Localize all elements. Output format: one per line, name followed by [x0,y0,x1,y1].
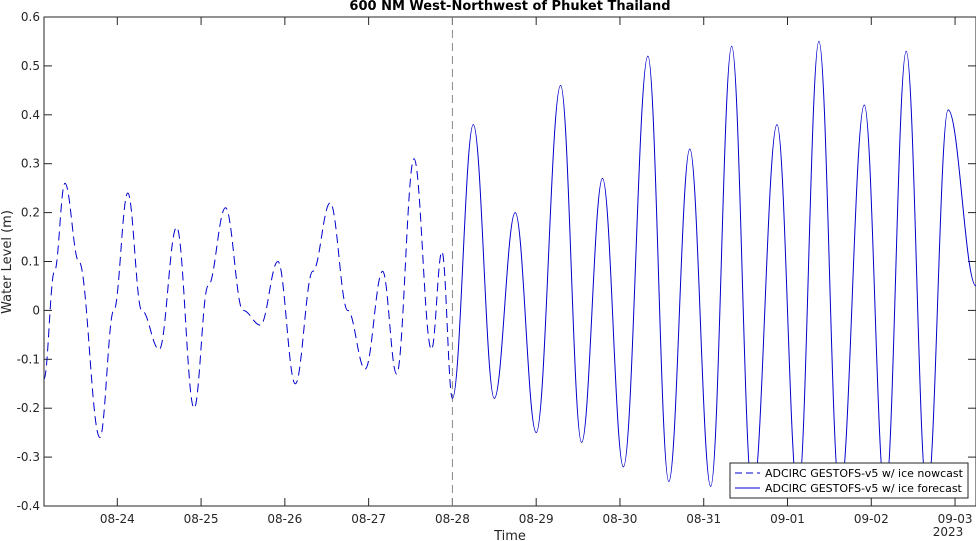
plot-area [43,16,976,507]
x-tick-label: 09-03 [938,512,973,526]
legend: ADCIRC GESTOFS-v5 w/ ice nowcast ADCIRC … [729,462,969,499]
x-axis-label: Time [493,529,526,541]
year-label: 2023 [933,525,964,539]
y-tick-label: -0.2 [17,401,40,415]
x-tick-label: 08-31 [686,512,721,526]
legend-label-forecast: ADCIRC GESTOFS-v5 w/ ice forecast [765,482,963,495]
x-tick-label: 08-28 [435,512,470,526]
x-tick-label: 09-01 [770,512,805,526]
legend-label-nowcast: ADCIRC GESTOFS-v5 w/ ice nowcast [765,467,964,480]
legend-box [729,462,969,499]
y-axis-label: Water Level (m) [0,210,15,314]
y-tick-label: 0.6 [21,10,40,24]
y-tick-label: -0.1 [17,352,40,366]
y-tick-label: -0.3 [17,450,40,464]
series-line-nowcast [43,158,453,439]
x-tick-label: 08-27 [351,512,386,526]
y-tick-label: 0.5 [21,59,40,73]
x-tick-label: 08-25 [184,512,219,526]
x-tick-label: 08-26 [267,512,302,526]
x-tick-label: 08-29 [519,512,554,526]
x-tick-labels: 08-24 08-25 08-26 08-27 08-28 08-29 08-30 08-31… [100,512,973,526]
y-tick-label: -0.4 [17,499,40,513]
y-tick-label: 0.2 [21,206,40,220]
y-tick-labels: -0.4 -0.3 -0.2 -0.1 0 0.1 0.2 0.3 0.4 0.5 0.6 [17,10,40,513]
y-tick-label: 0.4 [21,108,40,122]
y-tick-label: 0 [32,303,40,317]
y-tick-label: 0.1 [21,255,40,269]
x-tick-label: 09-02 [854,512,889,526]
x-tick-label: 08-30 [603,512,638,526]
chart-title: 600 NM West-Northwest of Phuket Thailand [349,0,670,14]
y-tick-label: 0.3 [21,157,40,171]
x-tick-label: 08-24 [100,512,135,526]
